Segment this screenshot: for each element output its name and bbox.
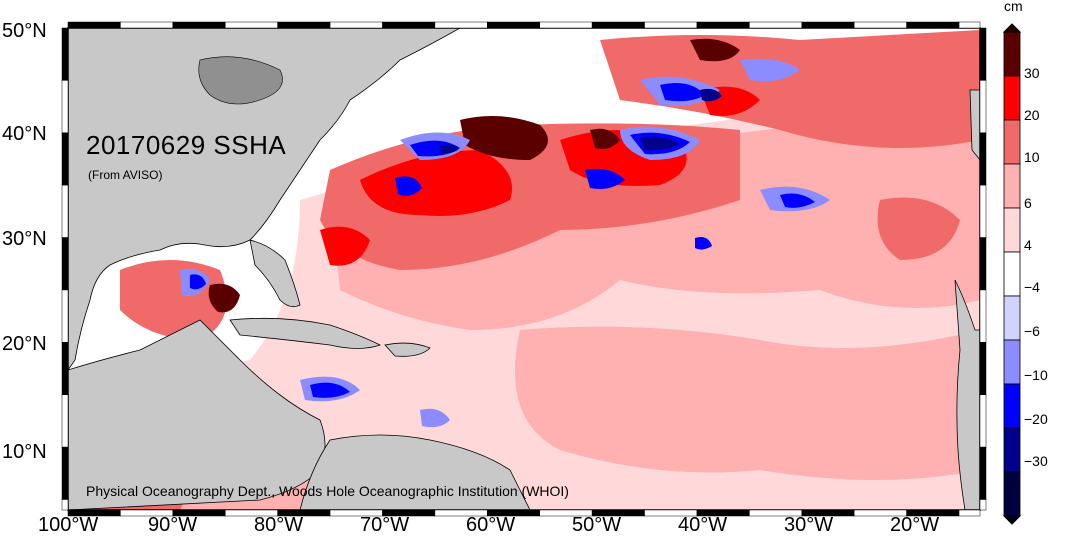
border-tick-segment	[979, 237, 987, 291]
colorbar-label: 4	[1024, 237, 1032, 253]
border-tick-segment	[277, 21, 331, 29]
colorbar-band	[1003, 163, 1021, 209]
border-tick-segment	[487, 21, 540, 29]
land-cuba	[229, 317, 382, 349]
border-tick-segment	[61, 80, 69, 134]
border-tick-segment	[958, 21, 981, 29]
lon-label-80w: 80°W	[254, 514, 304, 536]
border-tick-segment	[172, 21, 226, 29]
colorbar-band	[1003, 119, 1021, 165]
land-africa	[954, 279, 980, 510]
map-credit: Physical Oceanography Dept., Woods Hole …	[86, 483, 569, 499]
border-tick-segment	[979, 27, 987, 81]
map-subtitle: (From AVISO)	[88, 168, 163, 182]
border-tick-segment	[979, 184, 987, 238]
border-tick-segment	[979, 289, 987, 343]
colorbar-top-arrow	[1002, 23, 1022, 33]
lat-label-40n: 40°N	[2, 123, 47, 145]
border-tick-segment	[61, 342, 69, 395]
border-tick-segment	[61, 27, 69, 81]
colorbar-label: −6	[1024, 323, 1040, 339]
border-tick-segment	[958, 509, 981, 517]
land-great-lakes	[198, 56, 283, 105]
colorbar	[1002, 23, 1022, 525]
lon-label-40w: 40°W	[678, 514, 728, 536]
border-tick-segment	[382, 21, 436, 29]
lon-label-20w: 20°W	[890, 514, 940, 536]
lon-label-30w: 30°W	[784, 514, 834, 536]
colorbar-label: 10	[1024, 149, 1040, 165]
border-tick-segment	[979, 80, 987, 134]
lon-label-70w: 70°W	[360, 514, 410, 536]
colorbar-label: 30	[1024, 65, 1040, 81]
border-tick-segment	[61, 237, 69, 291]
land-iberia	[969, 89, 980, 161]
lat-label-50n: 50°N	[2, 20, 47, 42]
colorbar-band	[1003, 471, 1021, 517]
lat-label-30n: 30°N	[2, 228, 47, 250]
border-tick-segment	[979, 446, 987, 500]
colorbar-band	[1003, 427, 1021, 473]
lon-label-90w: 90°W	[148, 514, 198, 536]
lon-label-50w: 50°W	[572, 514, 622, 536]
colorbar-band	[1003, 75, 1021, 121]
border-tick-segment	[979, 132, 987, 186]
border-tick-segment	[749, 21, 803, 29]
border-tick-segment	[61, 394, 69, 448]
border-tick-segment	[120, 21, 174, 29]
land-south-america	[299, 434, 531, 510]
border-tick-segment	[67, 21, 121, 29]
border-tick-segment	[61, 184, 69, 238]
border-tick-segment	[979, 499, 987, 511]
colorbar-unit: cm	[1004, 0, 1023, 14]
border-tick-segment	[61, 289, 69, 343]
colorbar-label: −30	[1024, 453, 1048, 469]
colorbar-band	[1003, 251, 1021, 297]
colorbar-band	[1003, 295, 1021, 341]
border-tick-segment	[906, 21, 960, 29]
lat-label-20n: 20°N	[2, 333, 47, 355]
border-tick-segment	[61, 132, 69, 186]
anomaly-pos-20-30-field	[320, 86, 760, 266]
map-title: 20170629 SSHA	[86, 130, 287, 160]
land-florida	[249, 239, 301, 308]
border-tick-segment	[696, 21, 750, 29]
border-tick-segment	[853, 21, 907, 29]
border-tick-segment	[979, 342, 987, 395]
land-hispaniola	[384, 342, 431, 357]
colorbar-label: −10	[1024, 367, 1048, 383]
map-border-ticks	[61, 21, 987, 517]
lon-label-60w: 60°W	[466, 514, 516, 536]
border-tick-segment	[61, 446, 69, 500]
colorbar-band	[1003, 31, 1021, 77]
colorbar-band	[1003, 383, 1021, 429]
lat-label-10n: 10°N	[2, 441, 47, 463]
anomaly-neg-20-30-field	[440, 88, 722, 154]
border-tick-segment	[329, 21, 383, 29]
map-plot-area	[68, 28, 980, 510]
colorbar-bottom-arrow	[1002, 515, 1022, 525]
colorbar-band	[1003, 339, 1021, 385]
anomaly-pos-6-10-field	[68, 110, 980, 510]
border-tick-segment	[539, 21, 593, 29]
colorbar-label: −20	[1024, 411, 1048, 427]
border-tick-segment	[801, 21, 855, 29]
colorbar-label: 6	[1024, 195, 1032, 211]
border-tick-segment	[61, 499, 69, 511]
border-tick-segment	[434, 21, 488, 29]
border-tick-segment	[591, 21, 645, 29]
border-tick-segment	[224, 21, 278, 29]
border-tick-segment	[979, 394, 987, 448]
lon-label-100w: 100°W	[38, 514, 99, 536]
colorbar-label: 20	[1024, 107, 1040, 123]
colorbar-label: −4	[1024, 279, 1040, 295]
colorbar-band	[1003, 207, 1021, 253]
border-tick-segment	[644, 21, 698, 29]
